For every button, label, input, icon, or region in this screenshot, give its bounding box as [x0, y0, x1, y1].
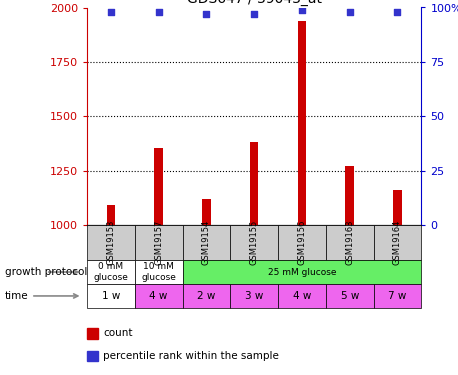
Text: GSM19156: GSM19156 — [297, 220, 306, 265]
Bar — [87, 284, 135, 308]
Text: 4 w: 4 w — [293, 291, 311, 301]
Bar — [135, 284, 183, 308]
Point — [394, 9, 401, 15]
Text: GSM19157: GSM19157 — [154, 220, 163, 265]
Bar — [202, 199, 211, 225]
Text: 3 w: 3 w — [245, 291, 263, 301]
Bar — [345, 166, 354, 225]
Text: 25 mM glucose: 25 mM glucose — [268, 267, 336, 276]
Bar — [183, 284, 230, 308]
Bar — [87, 260, 135, 284]
Point — [107, 9, 114, 15]
Point — [346, 9, 354, 15]
Bar — [250, 142, 258, 225]
Point — [251, 11, 258, 17]
Bar — [278, 284, 326, 308]
Bar — [230, 284, 278, 308]
Text: growth protocol: growth protocol — [5, 267, 87, 277]
Bar — [135, 260, 183, 284]
Bar — [87, 328, 98, 339]
Point — [298, 7, 305, 13]
Text: 2 w: 2 w — [197, 291, 216, 301]
Text: 10 mM
glucose: 10 mM glucose — [141, 262, 176, 282]
Text: GSM19164: GSM19164 — [393, 220, 402, 265]
Text: 5 w: 5 w — [341, 291, 359, 301]
Bar — [183, 260, 421, 284]
Bar — [87, 225, 135, 260]
Title: GDS647 / 39043_at: GDS647 / 39043_at — [187, 0, 322, 6]
Bar — [326, 225, 374, 260]
Text: GSM19163: GSM19163 — [345, 220, 354, 265]
Bar — [87, 351, 98, 361]
Bar — [183, 225, 230, 260]
Point — [203, 11, 210, 17]
Text: GSM19154: GSM19154 — [202, 220, 211, 265]
Bar — [374, 284, 421, 308]
Bar — [278, 225, 326, 260]
Bar — [393, 190, 402, 225]
Bar — [135, 225, 183, 260]
Text: GSM19153: GSM19153 — [106, 220, 115, 265]
Bar — [154, 148, 163, 225]
Text: GSM19155: GSM19155 — [250, 220, 259, 265]
Text: time: time — [5, 291, 78, 301]
Bar — [230, 225, 278, 260]
Bar — [298, 21, 306, 225]
Text: 7 w: 7 w — [388, 291, 407, 301]
Text: 4 w: 4 w — [149, 291, 168, 301]
Point — [155, 9, 162, 15]
Bar — [107, 206, 115, 225]
Text: 0 mM
glucose: 0 mM glucose — [93, 262, 128, 282]
Text: count: count — [103, 328, 132, 338]
Bar — [326, 284, 374, 308]
Text: 1 w: 1 w — [102, 291, 120, 301]
Bar — [374, 225, 421, 260]
Text: percentile rank within the sample: percentile rank within the sample — [103, 351, 279, 361]
